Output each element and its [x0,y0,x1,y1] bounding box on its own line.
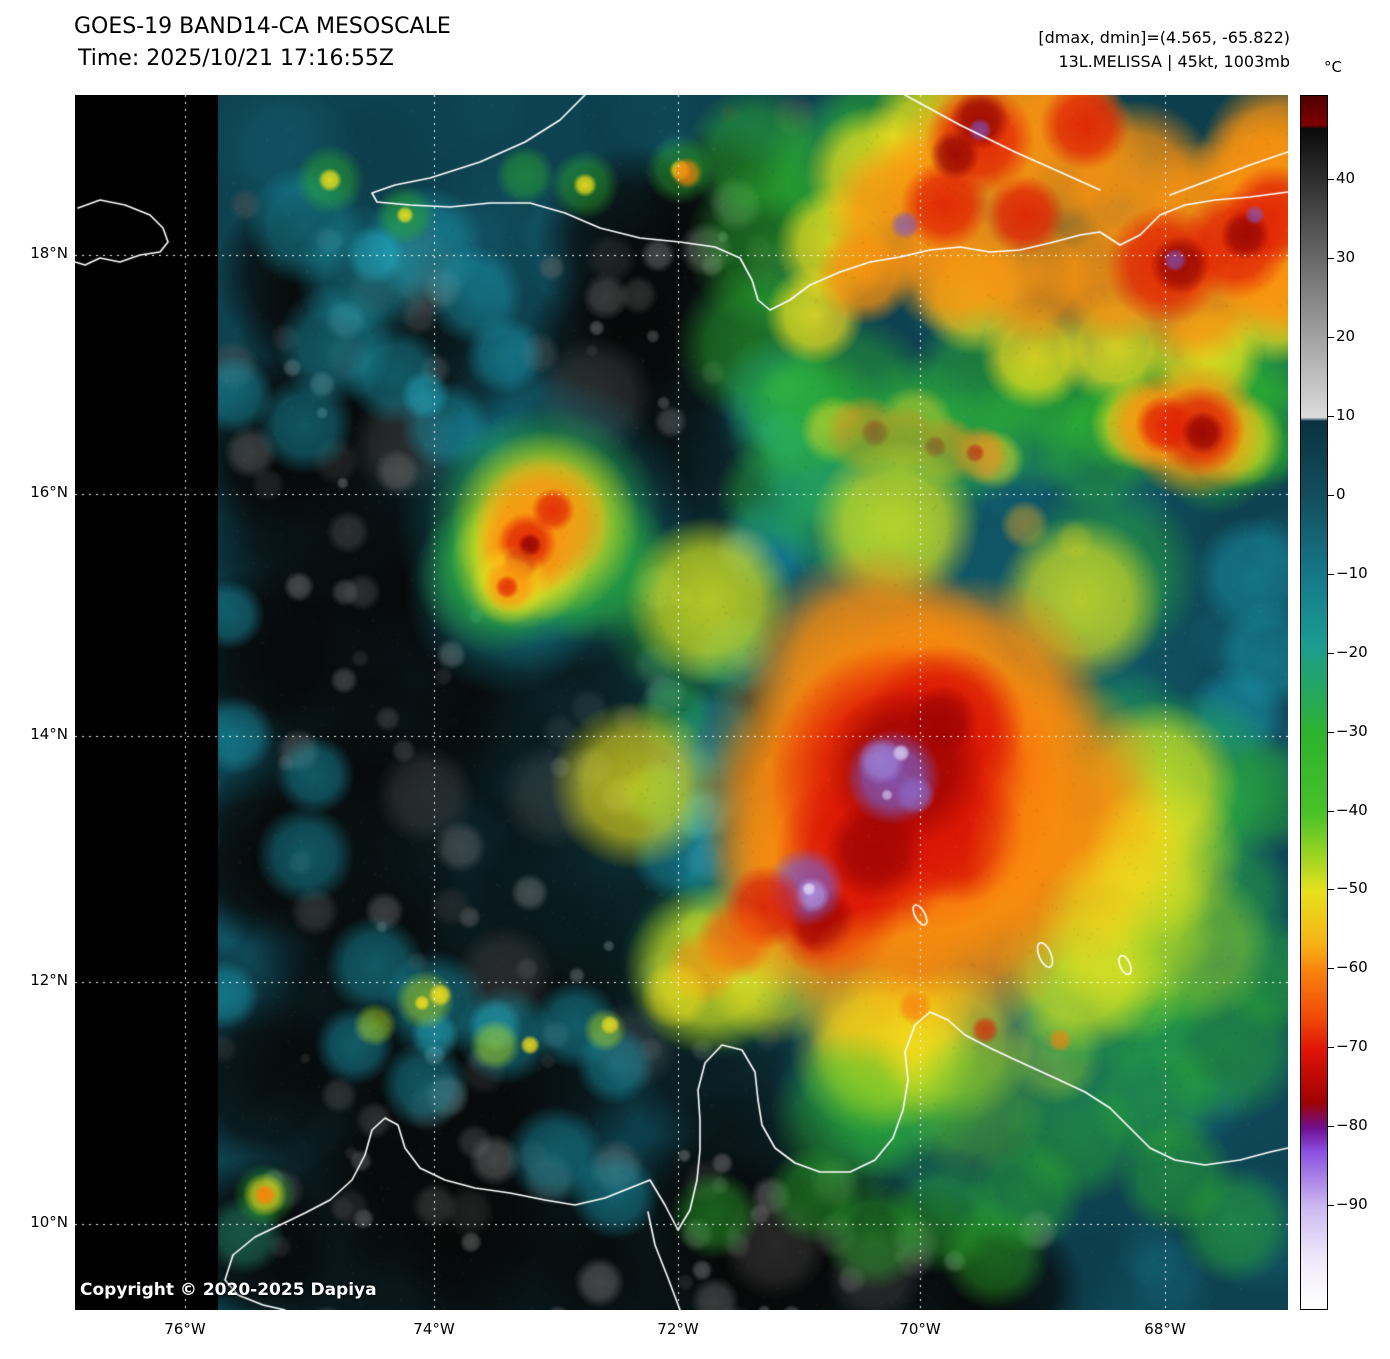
colorbar-tick-mark [1328,573,1334,575]
colorbar-tick-mark [1328,179,1334,181]
copyright-watermark: Copyright © 2020-2025 Dapiya [80,1280,377,1300]
colorbar-tick-label: 40 [1336,169,1356,188]
colorbar-tick-mark [1328,495,1334,496]
lat-label: 14°N [30,725,68,743]
colorbar-tick-label: −50 [1336,879,1368,898]
colorbar-tick-label: 20 [1336,327,1356,346]
storm-id-intensity: 13L.MELISSA | 45kt, 1003mb [1058,52,1290,71]
colorbar-tick-mark [1328,889,1334,891]
temperature-colorbar [1300,95,1328,1310]
colorbar-tick-label: −30 [1336,721,1368,740]
colorbar-tick-label: −10 [1336,563,1368,582]
lat-label: 10°N [30,1213,68,1231]
colorbar-tick-label: −40 [1336,800,1368,819]
page-title: GOES-19 BAND14-CA MESOSCALE [74,14,451,39]
colorbar-tick-mark [1328,1205,1334,1207]
lon-label: 76°W [164,1320,206,1338]
lon-label: 72°W [657,1320,699,1338]
colorbar-tick-mark [1328,1047,1334,1049]
colorbar-tick-label: −90 [1336,1195,1368,1214]
lat-label: 16°N [30,483,68,501]
colorbar-tick-mark [1328,1126,1334,1128]
colorbar-tick-label: 30 [1336,248,1356,267]
colorbar-tick-mark [1328,337,1334,339]
colorbar-tick-label: −60 [1336,958,1368,977]
colorbar-tick-label: −80 [1336,1116,1368,1135]
satellite-map-area [75,95,1288,1310]
colorbar-tick-label: −20 [1336,642,1368,661]
lon-label: 74°W [413,1320,455,1338]
storm-info-block: [dmax, dmin]=(4.565, -65.822) 13L.MELISS… [1038,26,1290,74]
lat-label: 12°N [30,971,68,989]
colorbar-tick-mark [1328,416,1334,418]
lon-label: 68°W [1144,1320,1186,1338]
colorbar-tick-mark [1328,652,1334,654]
colorbar-tick-label: 10 [1336,406,1356,425]
colorbar-tick-mark [1328,731,1334,733]
colorbar-tick-label: 0 [1336,485,1346,503]
lon-label: 70°W [899,1320,941,1338]
dmax-dmin-readout: [dmax, dmin]=(4.565, -65.822) [1038,28,1290,47]
colorbar-tick-label: −70 [1336,1037,1368,1056]
lat-label: 18°N [30,244,68,262]
timestamp: Time: 2025/10/21 17:16:55Z [78,46,394,71]
colorbar-tick-mark [1328,810,1334,812]
colorbar-unit-label: °C [1324,58,1342,76]
colorbar-tick-mark [1328,258,1334,260]
colorbar-tick-mark [1328,968,1334,970]
satellite-image-canvas [75,95,1288,1310]
